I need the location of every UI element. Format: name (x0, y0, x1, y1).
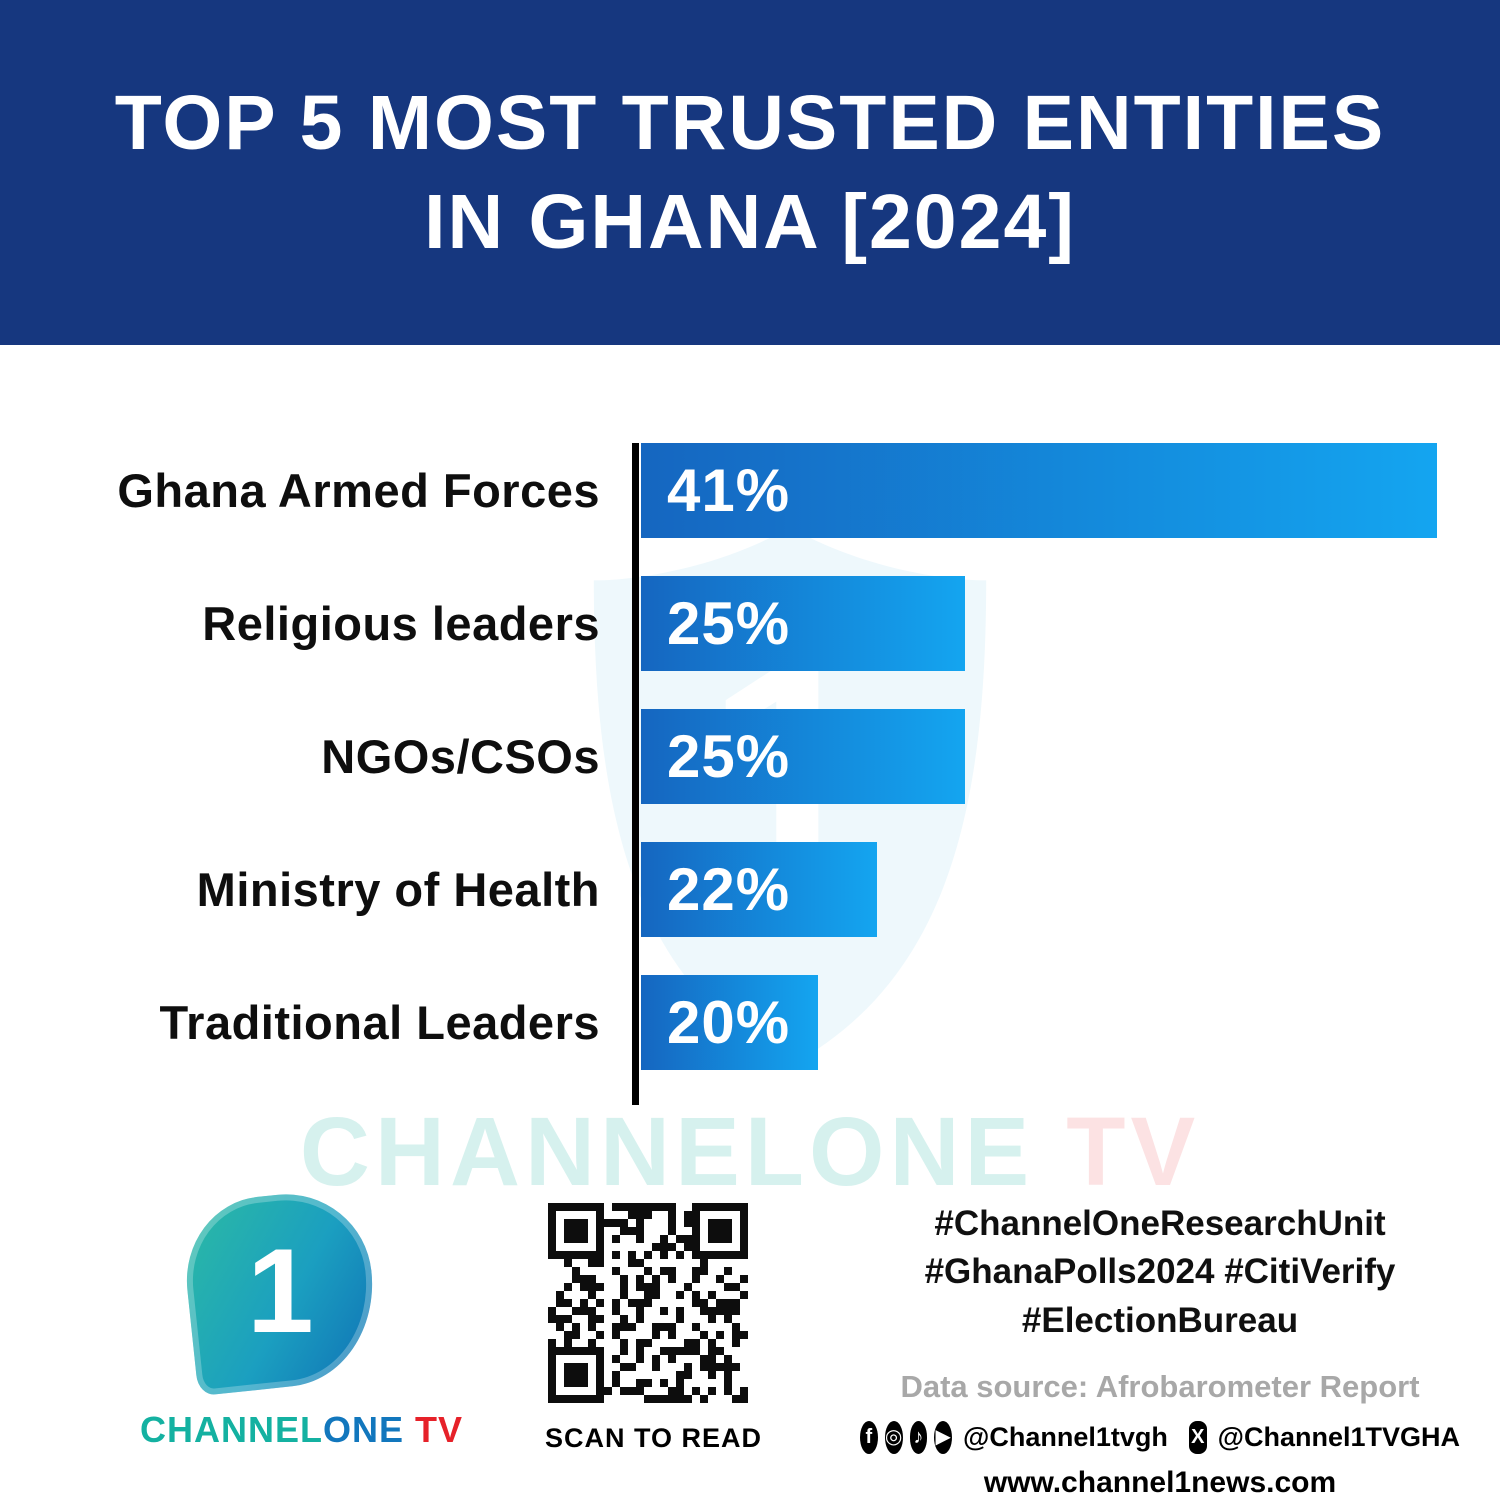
social-row: f ◎ ♪ ▶ @Channel1tvgh X @Channel1TVGHA (860, 1420, 1460, 1454)
bar-row: NGOs/CSOs 25% (0, 709, 1500, 804)
watermark-text: CHANNELONE TV (0, 1096, 1500, 1208)
bar: 41% (641, 443, 1437, 538)
instagram-icon: ◎ (884, 1420, 903, 1454)
handle-primary: @Channel1tvgh (963, 1421, 1168, 1452)
x-icon: X (1188, 1420, 1207, 1454)
data-source-text: Data source: Afrobarometer Report (900, 1368, 1420, 1404)
category-label: Religious leaders (202, 597, 600, 650)
handle-x: @Channel1TVGHA (1217, 1421, 1460, 1452)
bar-rows: Ghana Armed Forces 41% Religious leaders 25… (0, 443, 1500, 1108)
category-label: NGOs/CSOs (321, 730, 600, 783)
bar: 20% (641, 975, 818, 1070)
bar-value-label: 25% (667, 590, 791, 657)
page-title-line1: TOP 5 MOST TRUSTED ENTITIES (114, 79, 1386, 166)
hashtag-line: #ChannelOneResearchUnit (934, 1204, 1386, 1243)
watermark-channelone: CHANNELONE (299, 1097, 1035, 1206)
footer-right-block: #ChannelOneResearchUnit #GhanaPolls2024 … (860, 1200, 1460, 1500)
qr-code (545, 1200, 750, 1405)
category-label: Ghana Armed Forces (117, 464, 600, 517)
brand-wordmark: CHANNELONE TV (140, 1409, 462, 1451)
watermark-tv: TV (1034, 1097, 1201, 1206)
logo-pick-shape: 1 (177, 1185, 383, 1397)
bar-value-label: 20% (667, 989, 791, 1056)
bar: 25% (641, 709, 965, 804)
hashtag-line: #ElectionBureau (1021, 1300, 1299, 1340)
brand-tv: TV (404, 1409, 464, 1450)
header-banner: TOP 5 MOST TRUSTED ENTITIES IN GHANA [20… (0, 0, 1500, 345)
brand-one: ONE (323, 1409, 405, 1450)
bar: 22% (641, 842, 877, 937)
category-label: Ministry of Health (196, 863, 600, 916)
page-title-line2: IN GHANA [2024] (424, 178, 1076, 265)
bar-value-label: 25% (667, 723, 791, 790)
bar-value-label: 22% (667, 856, 791, 923)
qr-block: SCAN TO READ (545, 1200, 763, 1454)
website-url: www.channel1news.com (983, 1465, 1337, 1499)
category-label: Traditional Leaders (159, 996, 600, 1049)
hashtag-line: #GhanaPolls2024 #CitiVerify (924, 1252, 1396, 1292)
bar-value-label: 41% (667, 457, 791, 524)
bar-row: Traditional Leaders 20% (0, 975, 1500, 1070)
channel-one-logo: 1 CHANNELONE TV (140, 1185, 462, 1451)
logo-numeral: 1 (246, 1224, 314, 1358)
tiktok-icon: ♪ (909, 1420, 928, 1454)
chart-axis (632, 443, 639, 1105)
qr-caption: SCAN TO READ (545, 1423, 763, 1453)
bar: 25% (641, 576, 965, 671)
bar-row: Ministry of Health 22% (0, 842, 1500, 937)
bar-row: Ghana Armed Forces 41% (0, 443, 1500, 538)
brand-channel: CHANNEL (140, 1409, 323, 1450)
youtube-icon: ▶ (934, 1420, 953, 1454)
bar-row: Religious leaders 25% (0, 576, 1500, 671)
facebook-icon: f (860, 1420, 878, 1454)
